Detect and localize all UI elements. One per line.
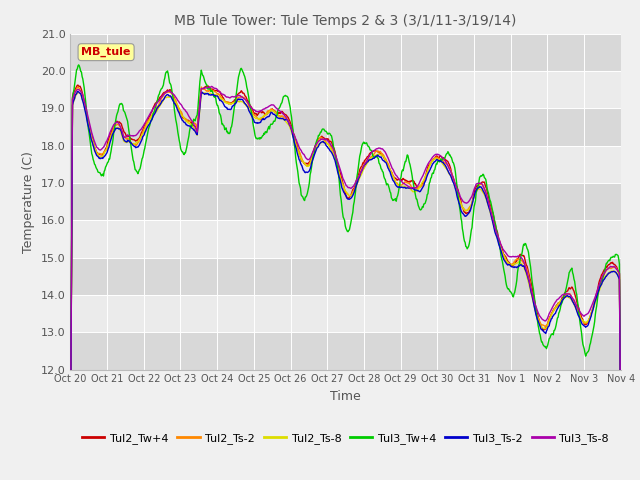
Tul2_Ts-8: [541, 325, 549, 331]
Tul3_Ts-8: [541, 318, 549, 324]
Bar: [70, 220, 621, 258]
Tul3_Ts-2: [67, 463, 74, 468]
Tul3_Ts-8: [418, 175, 426, 181]
Tul3_Ts-2: [541, 330, 549, 336]
Tul2_Ts-2: [74, 84, 82, 90]
Bar: [70, 258, 621, 295]
Tul3_Tw+4: [541, 344, 549, 350]
Text: MB_tule: MB_tule: [81, 47, 131, 57]
Tul3_Tw+4: [484, 191, 492, 196]
Bar: [70, 332, 621, 370]
Tul3_Ts-8: [484, 199, 492, 205]
Tul3_Tw+4: [401, 159, 409, 165]
Tul2_Ts-2: [67, 460, 74, 466]
Tul2_Tw+4: [67, 456, 74, 461]
Tul2_Ts-8: [101, 149, 109, 155]
Tul3_Tw+4: [617, 448, 625, 454]
Tul2_Tw+4: [617, 452, 625, 457]
Bar: [70, 295, 621, 332]
Legend: Tul2_Tw+4, Tul2_Ts-2, Tul2_Ts-8, Tul3_Tw+4, Tul3_Ts-2, Tul3_Ts-8: Tul2_Tw+4, Tul2_Ts-2, Tul2_Ts-8, Tul3_Tw…: [78, 428, 613, 448]
Tul2_Tw+4: [418, 182, 426, 188]
Bar: [70, 145, 621, 183]
Tul2_Tw+4: [101, 148, 109, 154]
Tul3_Ts-2: [484, 203, 492, 209]
Tul3_Ts-8: [208, 84, 216, 89]
Tul3_Ts-2: [617, 457, 625, 463]
Tul3_Tw+4: [75, 62, 83, 68]
Tul3_Ts-8: [387, 162, 395, 168]
X-axis label: Time: Time: [330, 390, 361, 403]
Tul2_Ts-8: [617, 456, 625, 461]
Tul3_Ts-8: [100, 144, 108, 149]
Tul2_Tw+4: [387, 168, 395, 174]
Tul3_Ts-8: [67, 454, 74, 460]
Tul2_Tw+4: [401, 178, 409, 183]
Tul2_Tw+4: [74, 82, 82, 88]
Tul2_Ts-8: [484, 204, 492, 209]
Tul3_Tw+4: [418, 206, 426, 212]
Bar: [70, 71, 621, 108]
Tul2_Ts-2: [401, 179, 409, 185]
Tul2_Ts-2: [101, 148, 109, 154]
Line: Tul2_Ts-2: Tul2_Ts-2: [70, 87, 621, 463]
Tul2_Tw+4: [484, 193, 492, 199]
Bar: [70, 34, 621, 71]
Tul2_Ts-8: [67, 461, 74, 467]
Tul3_Ts-2: [101, 153, 109, 159]
Tul3_Tw+4: [101, 167, 109, 173]
Tul3_Ts-2: [418, 186, 426, 192]
Line: Tul2_Ts-8: Tul2_Ts-8: [70, 93, 621, 464]
Tul3_Tw+4: [387, 190, 395, 196]
Title: MB Tule Tower: Tule Temps 2 & 3 (3/1/11-3/19/14): MB Tule Tower: Tule Temps 2 & 3 (3/1/11-…: [175, 14, 516, 28]
Tul2_Ts-8: [418, 180, 426, 186]
Tul3_Ts-2: [401, 185, 409, 191]
Tul2_Tw+4: [541, 325, 549, 331]
Bar: [70, 108, 621, 145]
Tul2_Ts-8: [387, 168, 395, 174]
Line: Tul3_Tw+4: Tul3_Tw+4: [70, 65, 621, 466]
Tul2_Ts-2: [484, 200, 492, 205]
Line: Tul3_Ts-2: Tul3_Ts-2: [70, 92, 621, 466]
Tul2_Ts-8: [74, 90, 82, 96]
Bar: [70, 183, 621, 220]
Tul2_Ts-2: [541, 324, 549, 329]
Y-axis label: Temperature (C): Temperature (C): [22, 151, 35, 252]
Tul3_Tw+4: [67, 463, 74, 469]
Line: Tul2_Tw+4: Tul2_Tw+4: [70, 85, 621, 458]
Tul3_Ts-8: [617, 450, 625, 456]
Tul2_Ts-2: [418, 183, 426, 189]
Tul3_Ts-2: [387, 171, 395, 177]
Tul3_Ts-2: [74, 89, 81, 95]
Line: Tul3_Ts-8: Tul3_Ts-8: [70, 86, 621, 457]
Tul2_Ts-8: [401, 184, 409, 190]
Tul2_Ts-2: [617, 453, 625, 458]
Tul2_Ts-2: [387, 168, 395, 174]
Tul3_Ts-8: [401, 181, 409, 187]
